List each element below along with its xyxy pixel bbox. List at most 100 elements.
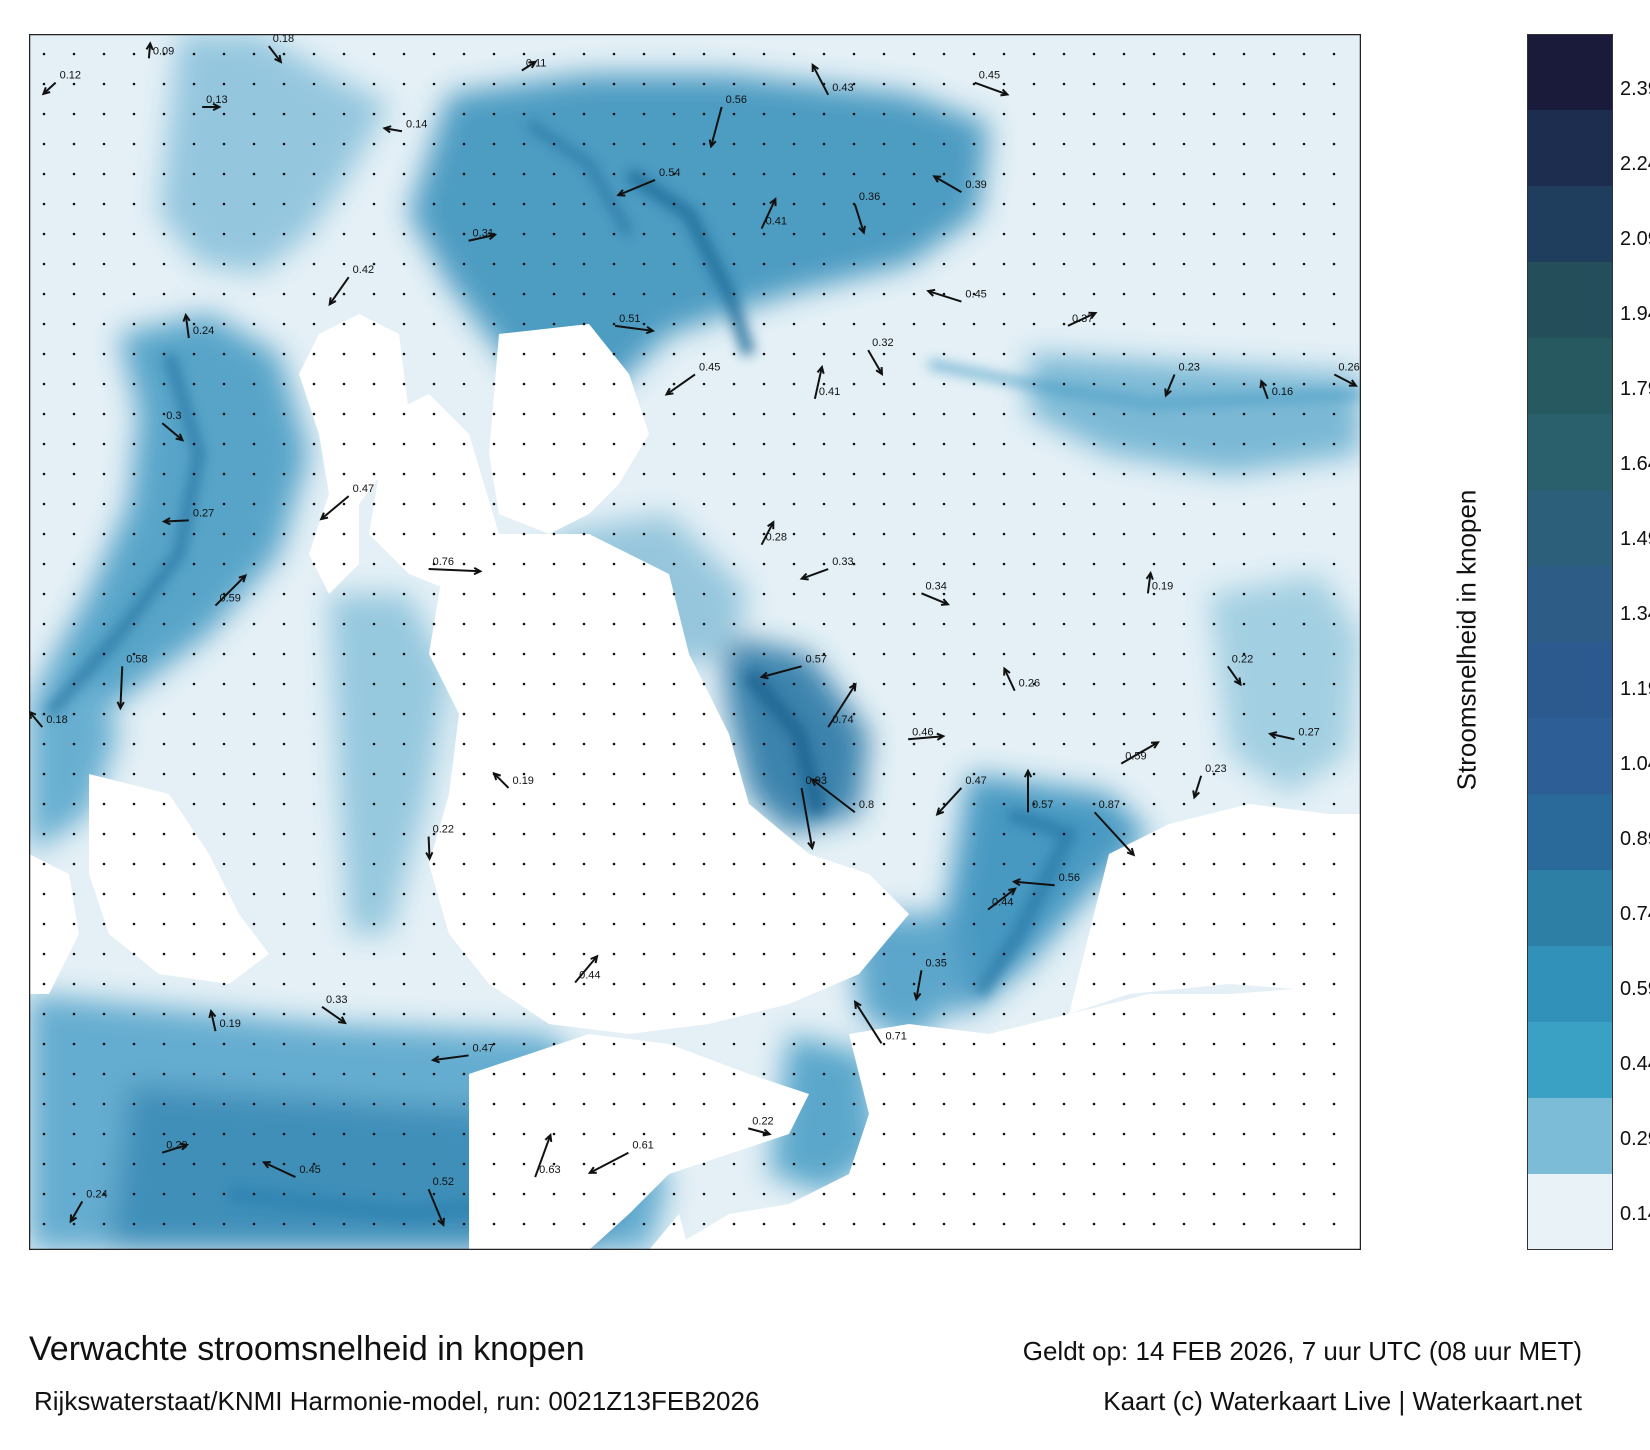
grid-dot [942,262,946,266]
grid-dot [852,652,856,656]
grid-dot [882,322,886,326]
grid-dot [942,532,946,536]
grid-dot [912,652,916,656]
current-vector: 0.37 [1067,311,1098,327]
current-vector: 0.47 [319,483,374,521]
grid-dot [942,742,946,746]
grid-dot [432,622,436,626]
grid-dot [792,1222,796,1226]
grid-dot [1152,1222,1156,1226]
grid-dot [1182,1042,1186,1046]
grid-dot [492,472,496,476]
grid-dot [762,892,766,896]
grid-dot [1002,772,1006,776]
grid-dot [1302,1012,1306,1016]
grid-dot [762,472,766,476]
grid-dot [672,742,676,746]
current-vector: 0.31 [468,228,498,242]
grid-dot [792,862,796,866]
grid-dot [1182,682,1186,686]
vector-shaft [1164,374,1176,396]
grid-dot [1032,82,1036,86]
grid-dot [1122,652,1126,656]
grid-dot [492,982,496,986]
vector-speed-label: 0.8 [859,799,874,811]
grid-dot [342,922,346,926]
grid-dot [642,322,646,326]
grid-dot [1062,52,1066,56]
grid-dot [642,1162,646,1166]
current-vector: 0.13 [202,94,228,112]
grid-dot [462,1102,466,1106]
grid-dot [402,832,406,836]
grid-dot [762,742,766,746]
grid-dot [462,832,466,836]
vector-speed-label: 0.29 [166,1140,187,1152]
grid-dot [672,1012,676,1016]
grid-dot [342,1222,346,1226]
grid-dot [102,1222,106,1226]
grid-dot [312,802,316,806]
grid-dot [1332,202,1336,206]
vector-head [932,175,942,183]
grid-dot [1092,592,1096,596]
grid-dot [372,442,376,446]
grid-dot [1212,532,1216,536]
grid-dot [702,352,706,356]
grid-dot [102,922,106,926]
grid-dot [72,232,76,236]
grid-dot [462,292,466,296]
grid-dot [612,172,616,176]
legend-tick-label: 1.79 [1620,378,1650,400]
vector-head [1008,887,1017,896]
grid-dot [732,1162,736,1166]
grid-dot [192,1222,196,1226]
grid-dot [672,412,676,416]
grid-dot [1092,712,1096,716]
grid-dot [132,652,136,656]
grid-dot [1272,502,1276,506]
grid-dot [432,1222,436,1226]
grid-dot [942,412,946,416]
vector-shaft [813,366,823,400]
grid-dot [402,562,406,566]
grid-dot [72,892,76,896]
current-vector: 0.16 [1259,379,1293,400]
grid-dot [432,1072,436,1076]
grid-dot [1122,262,1126,266]
grid-dot [372,862,376,866]
grid-dot [72,1012,76,1016]
grid-dot [972,862,976,866]
vector-head [767,520,775,530]
grid-dot [102,1102,106,1106]
grid-dot [702,202,706,206]
legend-band [1527,1022,1613,1099]
grid-dot [732,112,736,116]
grid-dot [312,472,316,476]
grid-dot [852,832,856,836]
grid-dot [1272,382,1276,386]
grid-dot [252,742,256,746]
grid-dot [1062,622,1066,626]
grid-dot [462,202,466,206]
grid-dot [462,112,466,116]
grid-dot [402,682,406,686]
grid-dot [762,262,766,266]
grid-dot [1332,712,1336,716]
grid-dot [1332,652,1336,656]
grid-dot [882,532,886,536]
grid-dot [252,982,256,986]
grid-dot [282,802,286,806]
grid-dot [162,82,166,86]
grid-dot [822,502,826,506]
current-vector: 0.33 [321,994,347,1025]
grid-dot [942,712,946,716]
grid-dot [462,622,466,626]
grid-dot [1302,622,1306,626]
grid-dot [372,772,376,776]
legend-tick-label: 1.19 [1620,678,1650,700]
grid-dot [312,112,316,116]
grid-dot [732,802,736,806]
grid-dot [1002,892,1006,896]
grid-dot [1062,742,1066,746]
